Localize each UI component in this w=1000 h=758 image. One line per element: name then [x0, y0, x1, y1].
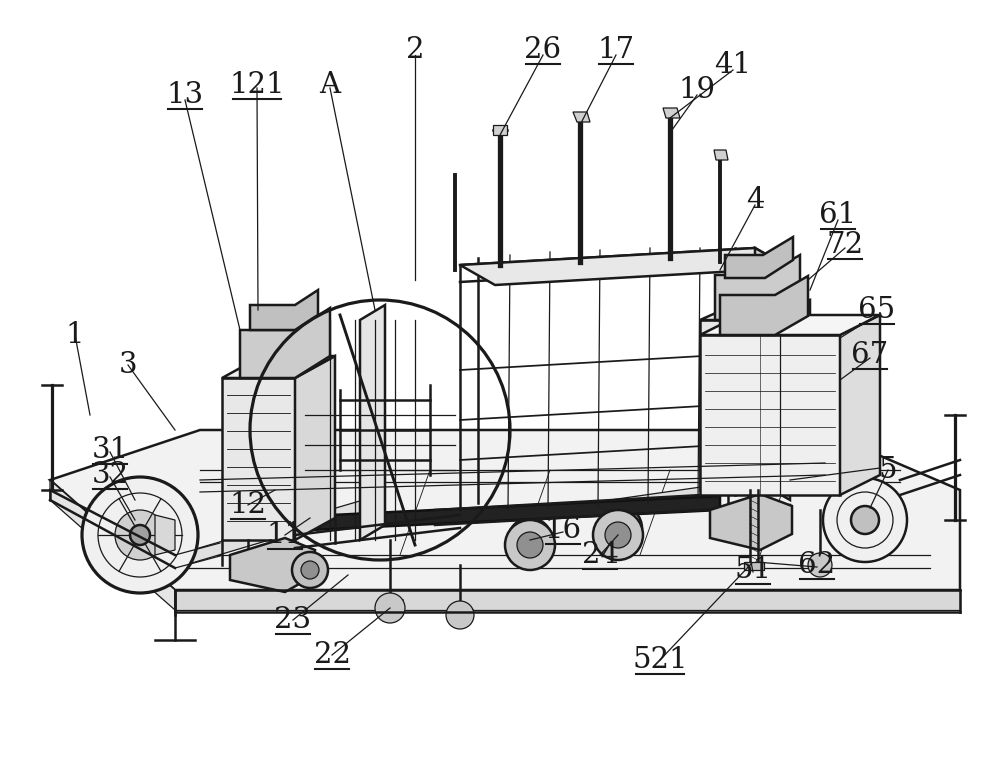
Text: 2: 2: [406, 36, 424, 64]
Text: 22: 22: [314, 641, 351, 669]
Circle shape: [301, 561, 319, 579]
Circle shape: [593, 510, 643, 560]
Text: A: A: [319, 71, 341, 99]
Polygon shape: [175, 498, 370, 568]
Polygon shape: [700, 300, 810, 320]
Text: 72: 72: [826, 231, 864, 259]
Text: 32: 32: [91, 461, 129, 489]
Polygon shape: [710, 494, 792, 550]
Circle shape: [508, 518, 552, 562]
Polygon shape: [360, 305, 385, 540]
Polygon shape: [700, 335, 840, 495]
Text: 62: 62: [798, 551, 836, 579]
Polygon shape: [840, 315, 880, 495]
Polygon shape: [270, 496, 720, 532]
Polygon shape: [295, 356, 335, 540]
Circle shape: [115, 510, 165, 560]
Text: 23: 23: [274, 606, 312, 634]
Polygon shape: [222, 378, 295, 540]
Polygon shape: [720, 276, 808, 335]
Text: 31: 31: [91, 436, 129, 464]
Polygon shape: [175, 590, 960, 610]
Polygon shape: [493, 125, 507, 135]
Polygon shape: [663, 108, 680, 118]
Polygon shape: [744, 562, 764, 570]
Polygon shape: [725, 237, 793, 278]
Text: 61: 61: [819, 201, 857, 229]
Circle shape: [823, 478, 907, 562]
Polygon shape: [240, 308, 330, 378]
Text: 41: 41: [714, 51, 752, 79]
Polygon shape: [765, 300, 810, 490]
Text: 521: 521: [632, 646, 688, 674]
Circle shape: [518, 528, 542, 552]
Circle shape: [375, 593, 405, 623]
Circle shape: [292, 552, 328, 588]
Circle shape: [608, 516, 632, 540]
Circle shape: [517, 532, 543, 558]
Polygon shape: [714, 150, 728, 160]
Text: 13: 13: [166, 81, 204, 109]
Polygon shape: [460, 248, 790, 285]
Text: 24: 24: [582, 541, 618, 569]
Text: 5: 5: [879, 456, 897, 484]
Text: 26: 26: [524, 36, 562, 64]
Polygon shape: [700, 315, 880, 335]
Polygon shape: [230, 538, 315, 592]
Circle shape: [130, 525, 150, 545]
Text: 3: 3: [119, 351, 137, 379]
Text: 17: 17: [597, 36, 635, 64]
Polygon shape: [222, 356, 335, 378]
Text: 11: 11: [266, 521, 304, 549]
Polygon shape: [50, 480, 175, 610]
Text: 12: 12: [230, 491, 266, 519]
Text: 121: 121: [229, 71, 285, 99]
Text: 4: 4: [746, 186, 764, 214]
Polygon shape: [715, 255, 800, 320]
Circle shape: [446, 601, 474, 629]
Text: 67: 67: [851, 341, 889, 369]
Polygon shape: [155, 515, 175, 555]
Polygon shape: [50, 430, 960, 590]
Text: 16: 16: [544, 516, 582, 544]
Text: 1: 1: [66, 321, 84, 349]
Circle shape: [851, 506, 879, 534]
Circle shape: [605, 522, 631, 548]
Text: 19: 19: [678, 76, 716, 104]
Polygon shape: [700, 320, 765, 490]
Circle shape: [82, 477, 198, 593]
Circle shape: [808, 553, 832, 577]
Circle shape: [598, 506, 642, 550]
Polygon shape: [250, 290, 318, 330]
Polygon shape: [755, 248, 790, 500]
Circle shape: [505, 520, 555, 570]
Text: 65: 65: [858, 296, 896, 324]
Polygon shape: [573, 112, 590, 122]
Polygon shape: [540, 470, 820, 520]
Text: 51: 51: [734, 556, 772, 584]
